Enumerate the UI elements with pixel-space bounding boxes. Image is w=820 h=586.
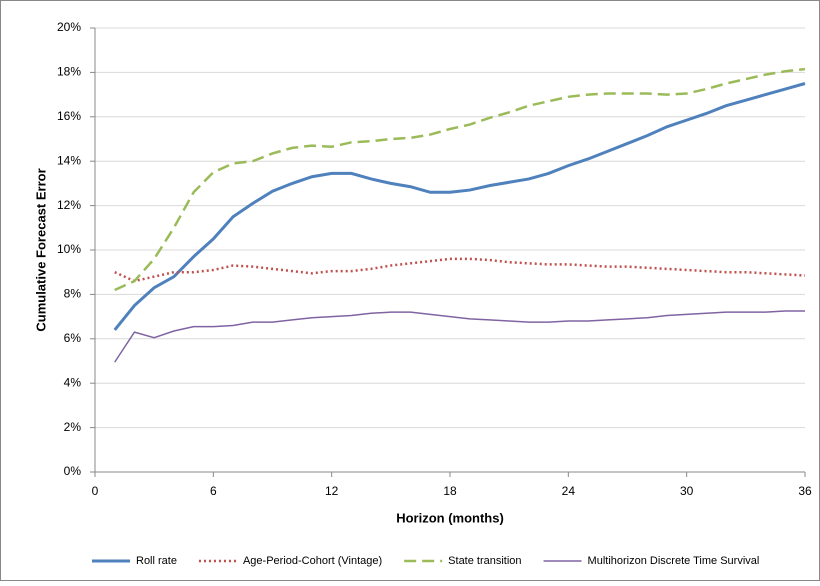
y-tick-label: 18% [57, 65, 81, 79]
x-tick-label: 30 [680, 484, 694, 498]
legend-label: Age-Period-Cohort (Vintage) [243, 555, 382, 567]
y-tick-label: 2% [64, 420, 82, 434]
legend-label: State transition [448, 555, 521, 567]
series-line [114, 257, 806, 283]
legend-label: Roll rate [136, 555, 177, 567]
x-tick-label: 24 [562, 484, 576, 498]
x-axis-label: Horizon (months) [396, 510, 504, 525]
y-tick-label: 12% [57, 198, 81, 212]
y-tick-label: 14% [57, 153, 81, 167]
x-tick-label: 0 [92, 484, 99, 498]
y-tick-label: 8% [64, 287, 82, 301]
y-tick-label: 10% [57, 242, 81, 256]
series-line [113, 82, 806, 331]
x-tick-label: 12 [325, 484, 339, 498]
y-tick-label: 16% [57, 109, 81, 123]
y-tick-label: 6% [64, 331, 82, 345]
y-axis-label: Cumulative Forecast Error [33, 168, 48, 331]
y-tick-label: 0% [64, 464, 82, 478]
x-tick-label: 36 [798, 484, 812, 498]
y-tick-label: 20% [57, 20, 81, 34]
series-line [114, 310, 805, 363]
y-tick-label: 4% [64, 375, 82, 389]
x-tick-label: 18 [443, 484, 457, 498]
x-tick-label: 6 [210, 484, 217, 498]
legend-label: Multihorizon Discrete Time Survival [588, 555, 760, 567]
